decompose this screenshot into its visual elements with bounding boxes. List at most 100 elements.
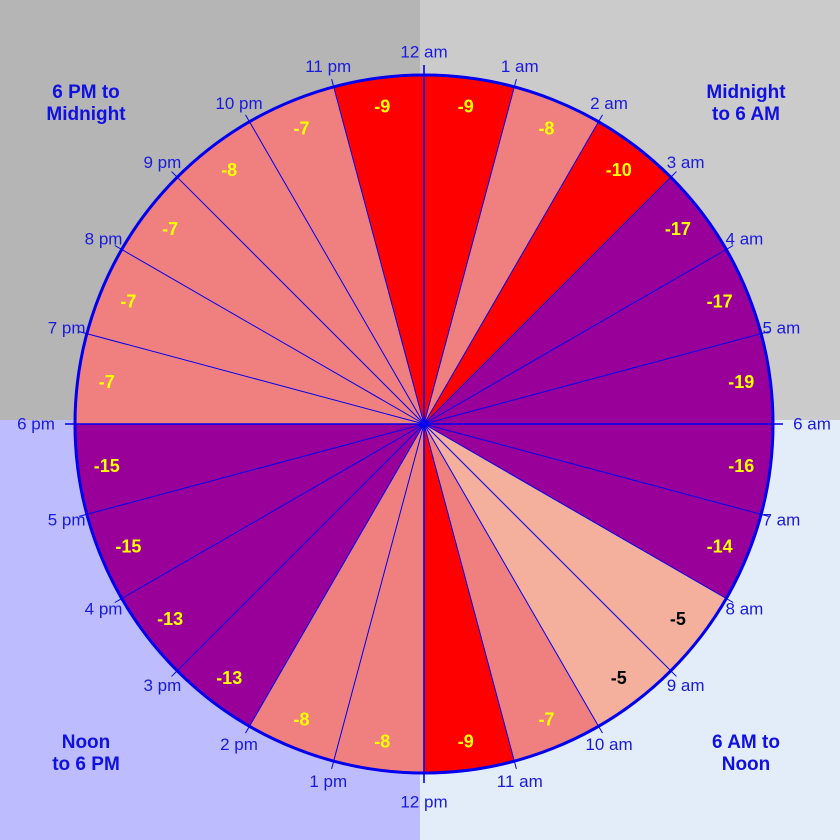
wedge-12-pm [333,424,424,773]
quadrant-label-evening: 6 PM to Midnight [6,82,166,126]
hour-line-11-am [423,423,517,769]
quadrant-label-evening-line1: 6 PM to [52,82,120,103]
hour-label-2-pm: 2 pm [220,735,258,754]
hour-line-1-pm [331,423,425,769]
wedge-11-pm [333,75,424,424]
quadrant-label-morning-line1: 6 AM to [712,732,780,753]
value-label-4-am: -17 [707,292,733,312]
value-label-10-pm: -7 [294,118,310,138]
hour-label-10-am: 10 am [585,735,632,754]
hour-label-9-am: 9 am [667,676,705,695]
wedge-10-pm [249,86,424,424]
quadrant-label-night: Midnight to 6 AM [666,82,826,126]
hour-label-9-pm: 9 pm [143,153,181,172]
hour-line-4-pm [114,423,425,603]
hour-label-11-pm: 11 pm [305,57,351,76]
wedge-1-pm [249,424,424,762]
hour-label-8-am: 8 am [726,600,764,619]
wedge-10-am [424,424,599,762]
wedge-12-am [424,75,515,424]
value-label-6-am: -16 [728,456,754,476]
value-label-2-am: -10 [606,160,632,180]
wedge-5-pm [75,424,424,515]
wedge-8-pm [121,177,424,424]
value-label-5-pm: -15 [94,456,120,476]
hour-line-7-am [423,423,769,517]
hour-label-1-pm: 1 pm [309,772,347,791]
wedge-6-pm [75,333,424,424]
value-label-9-am: -5 [611,668,627,688]
wedge-7-am [424,424,762,599]
value-label-10-am: -7 [538,710,554,730]
wedge-4-pm [86,424,424,599]
value-label-12-pm: -8 [374,731,390,751]
hour-label-1-am: 1 am [501,57,539,76]
quadrant-label-night-line1: Midnight [706,82,786,103]
quadrant-label-afternoon-line2: to 6 PM [52,754,120,775]
hour-line-8-am [423,423,734,603]
wedge-3-pm [121,424,424,671]
hour-label-12-pm: 12 pm [400,793,447,812]
hour-label-4-pm: 4 pm [85,600,123,619]
hour-label-6-am: 6 am [793,415,831,434]
hour-line-5-pm [79,423,425,517]
hour-line-3-pm [171,423,425,677]
value-label-1-pm: -8 [294,710,310,730]
value-label-5-am: -19 [728,372,754,392]
wedge-9-am [424,424,671,727]
hour-line-3-am [423,171,677,425]
value-label-11-am: -9 [458,731,474,751]
value-label-2-pm: -13 [216,668,242,688]
value-label-3-am: -17 [665,219,691,239]
wedge-2-pm [177,424,424,727]
hour-line-2-am [423,114,603,425]
value-label-4-pm: -15 [115,536,141,556]
hour-line-2-pm [245,423,425,734]
hour-line-7-pm [79,331,425,425]
value-label-3-pm: -13 [157,609,183,629]
wedge-11-am [424,424,515,773]
quadrant-label-morning-line2: Noon [721,754,771,775]
hour-line-10-am [423,423,603,734]
hour-label-2-am: 2 am [590,94,628,113]
hour-line-4-am [423,245,734,425]
value-label-8-pm: -7 [162,219,178,239]
hour-label-5-pm: 5 pm [48,510,86,529]
wedge-5-am [424,333,773,424]
hour-line-5-am [423,331,769,425]
wedge-3-am [424,177,727,424]
value-label-7-am: -14 [707,536,733,556]
hour-line-11-pm [331,79,425,425]
hour-label-5-am: 5 am [762,319,800,338]
hour-label-4-am: 4 am [726,230,764,249]
value-label-6-pm: -7 [99,372,115,392]
hour-label-7-pm: 7 pm [48,319,86,338]
hour-line-1-am [423,79,517,425]
wedge-1-am [424,86,599,424]
value-label-9-pm: -8 [221,160,237,180]
hour-label-3-am: 3 am [667,153,705,172]
quadrant-label-afternoon: Noon to 6 PM [6,732,166,776]
hour-line-9-am [423,423,677,677]
hour-label-12-am: 12 am [400,43,447,62]
value-label-8-am: -5 [670,609,686,629]
quadrant-label-night-line2: to 6 AM [712,104,780,125]
hour-label-7-am: 7 am [762,510,800,529]
wedge-7-pm [86,249,424,424]
hour-label-6-pm: 6 pm [17,415,55,434]
hour-label-8-pm: 8 pm [85,230,123,249]
clock-outline [73,73,775,775]
wedge-2-am [424,121,671,424]
value-label-1-am: -8 [538,118,554,138]
wedge-8-am [424,424,727,671]
value-label-7-pm: -7 [120,292,136,312]
wedge-6-am [424,424,773,515]
hour-line-9-pm [171,171,425,425]
wedge-4-am [424,249,762,424]
quadrant-label-evening-line2: Midnight [46,104,126,125]
quadrant-label-afternoon-line1: Noon [61,732,111,753]
hour-line-10-pm [245,114,425,425]
hour-label-10-pm: 10 pm [215,94,262,113]
